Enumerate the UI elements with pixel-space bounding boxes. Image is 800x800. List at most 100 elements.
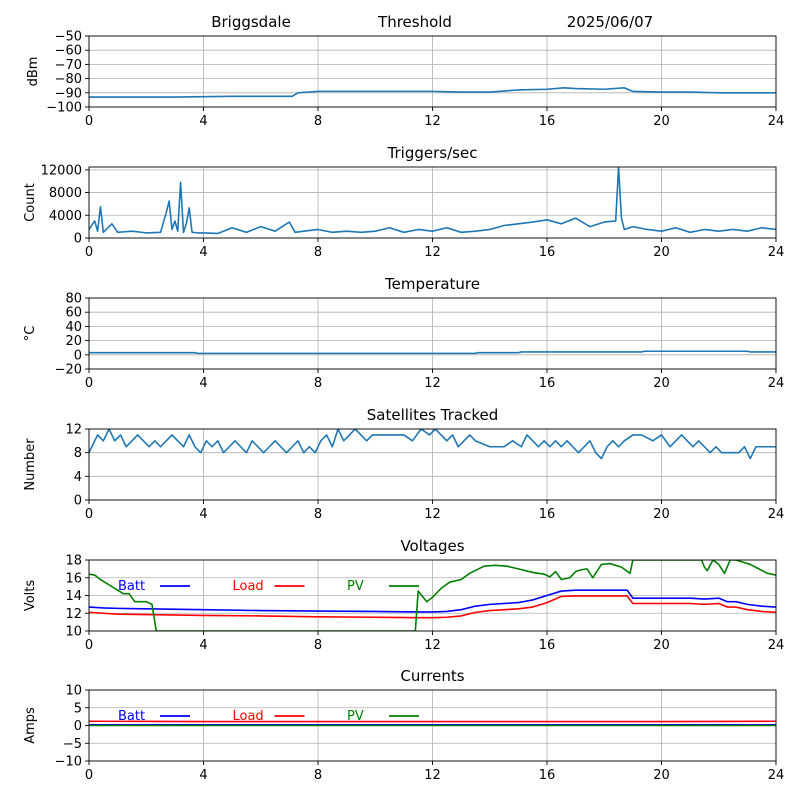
x-tick-label: 16: [539, 245, 556, 260]
y-tick-label: −90: [55, 86, 82, 101]
panel-title: Satellites Tracked: [367, 406, 498, 424]
y-axis-label: Count: [23, 183, 38, 222]
panel-triggers: 0 4 8 12 16 20 24 0 4000 8000 12000 Triggers/sec Cou…: [23, 144, 784, 260]
series-line-batt: [89, 589, 776, 613]
y-tick-label: 12000: [41, 163, 82, 178]
panel-title: Temperature: [384, 275, 480, 293]
x-tick-label: 4: [199, 114, 207, 129]
x-tick-label: 24: [768, 114, 785, 129]
x-tick-label: 8: [314, 376, 322, 391]
legend-label-load: Load: [233, 579, 264, 594]
y-tick-label: −80: [55, 72, 82, 87]
series-line-0: [89, 429, 776, 460]
y-tick-label: −20: [55, 363, 82, 378]
y-tick-label: 20: [65, 334, 82, 349]
x-tick-label: 0: [85, 768, 93, 783]
y-axis-label: Amps: [23, 707, 38, 744]
x-tick-label: 8: [314, 507, 322, 522]
x-tick-label: 12: [424, 376, 441, 391]
y-tick-label: 0: [74, 494, 82, 509]
series-line-0: [89, 350, 776, 355]
y-tick-label: −70: [55, 58, 82, 73]
x-tick-label: 16: [539, 638, 556, 653]
y-tick-label: 0: [74, 719, 82, 734]
y-axis-label: Number: [23, 438, 38, 491]
y-tick-label: −100: [46, 101, 82, 116]
y-tick-label: 16: [65, 571, 82, 586]
y-tick-label: 12: [65, 423, 82, 438]
header-station: Briggsdale: [211, 13, 291, 31]
x-tick-label: 4: [199, 638, 207, 653]
legend-label-batt: Batt: [118, 579, 145, 594]
x-tick-label: 16: [539, 768, 556, 783]
x-tick-label: 20: [653, 376, 670, 391]
y-tick-label: 14: [65, 589, 82, 604]
legend-label-pv: PV: [347, 709, 364, 724]
y-tick-label: 60: [65, 306, 82, 321]
panel-satellites: 0 4 8 12 16 20 24 0 4 8 12 Satellites Tracked Number: [23, 406, 784, 522]
series-line-0: [89, 167, 776, 235]
x-tick-label: 24: [768, 768, 785, 783]
y-tick-label: 0: [74, 348, 82, 363]
y-tick-label: −50: [55, 30, 82, 45]
y-tick-label: 0: [74, 232, 82, 247]
grid: [88, 297, 777, 370]
x-tick-label: 0: [85, 638, 93, 653]
x-tick-label: 8: [314, 638, 322, 653]
x-tick-label: 0: [85, 114, 93, 129]
x-tick-label: 20: [653, 638, 670, 653]
grid: [88, 559, 777, 632]
y-tick-label: 18: [65, 554, 82, 569]
legend: Batt Load PV: [118, 709, 419, 724]
y-axis-label: °C: [23, 326, 38, 342]
x-tick-label: 8: [314, 114, 322, 129]
panel-voltages: 0 4 8 12 16 20 24 10 12 14 16 18 Voltages Volts Batt Lo…: [23, 537, 784, 653]
y-tick-label: −5: [63, 737, 82, 752]
x-tick-label: 24: [768, 638, 785, 653]
panel-title: Voltages: [400, 537, 464, 555]
legend-label-pv: PV: [347, 579, 364, 594]
y-tick-label: 80: [65, 292, 82, 307]
series-line-0: [89, 87, 776, 98]
x-tick-label: 20: [653, 245, 670, 260]
y-tick-label: 4000: [49, 209, 82, 224]
panel-title: Triggers/sec: [387, 144, 478, 162]
x-tick-label: 4: [199, 245, 207, 260]
x-tick-label: 24: [768, 376, 785, 391]
panel-threshold: 0 4 8 12 16 20 24 −100−90−80−70−60−50 dBm: [26, 30, 784, 130]
x-tick-label: 4: [199, 507, 207, 522]
y-tick-label: 8000: [49, 186, 82, 201]
x-tick-label: 16: [539, 507, 556, 522]
x-tick-label: 16: [539, 376, 556, 391]
x-tick-label: 0: [85, 376, 93, 391]
legend-label-batt: Batt: [118, 709, 145, 724]
y-tick-label: 5: [74, 701, 82, 716]
y-axis-label: dBm: [26, 57, 41, 87]
x-tick-label: 20: [653, 768, 670, 783]
x-tick-label: 20: [653, 507, 670, 522]
x-tick-label: 12: [424, 507, 441, 522]
y-tick-label: 8: [74, 446, 82, 461]
header-date: 2025/06/07: [567, 13, 653, 31]
x-tick-label: 24: [768, 507, 785, 522]
y-tick-label: 12: [65, 607, 82, 622]
x-tick-label: 12: [424, 114, 441, 129]
x-tick-label: 0: [85, 245, 93, 260]
y-tick-label: 10: [65, 684, 82, 699]
x-tick-label: 12: [424, 245, 441, 260]
y-tick-label: 40: [65, 320, 82, 335]
x-tick-label: 0: [85, 507, 93, 522]
y-tick-label: −60: [55, 44, 82, 59]
series-line-load: [89, 595, 776, 619]
x-tick-label: 4: [199, 376, 207, 391]
x-tick-label: 16: [539, 114, 556, 129]
x-tick-label: 8: [314, 245, 322, 260]
x-tick-label: 8: [314, 768, 322, 783]
y-axis-label: Volts: [23, 580, 38, 612]
figure-header: Briggsdale Threshold 2025/06/07: [211, 13, 653, 31]
panel-currents: 0 4 8 12 16 20 24 −10 −5 0 5 10 Currents Amps Batt Load…: [23, 667, 784, 783]
legend: Batt Load PV: [118, 579, 419, 594]
